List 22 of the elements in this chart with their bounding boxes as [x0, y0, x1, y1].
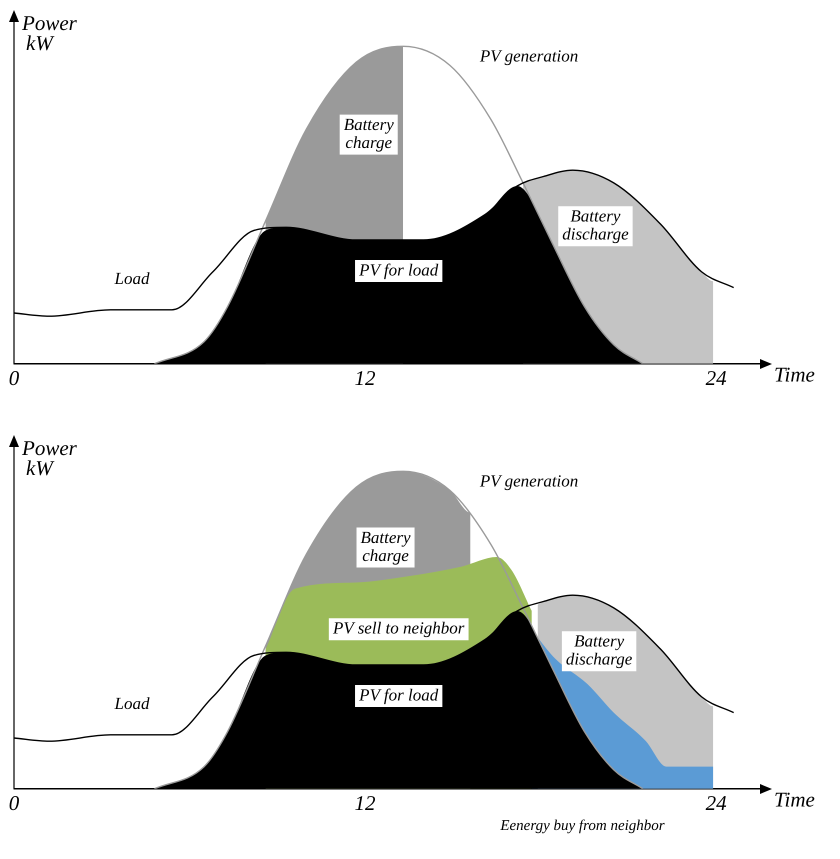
y-axis-title: Power kW	[21, 11, 78, 56]
series-label: PV generation	[478, 471, 578, 490]
series-label: Battery charge	[360, 528, 412, 566]
series-label: Battery charge	[344, 115, 394, 152]
x-tick-label: 0	[8, 790, 20, 815]
series-label: PV for load	[358, 685, 439, 704]
series-label: Battery discharge	[562, 206, 630, 244]
series-label: Battery discharge	[566, 632, 633, 669]
series-label: Eenergy buy from neighbor	[499, 818, 665, 834]
y-axis-title: Power kW	[21, 436, 78, 480]
series-label: Load	[114, 694, 150, 713]
x-axis-title: Time	[774, 787, 815, 812]
series-label: PV for load	[358, 260, 439, 280]
x-tick-label: 12	[354, 790, 376, 815]
series-label: PV generation	[478, 46, 578, 66]
x-tick-label: 24	[706, 366, 728, 390]
series-label: Load	[114, 268, 150, 288]
series-label: PV sell to neighbor	[332, 618, 465, 638]
x-axis-title: Time	[774, 362, 815, 386]
x-tick-label: 0	[8, 366, 20, 390]
x-tick-label: 24	[706, 790, 728, 815]
x-tick-label: 12	[354, 366, 376, 390]
